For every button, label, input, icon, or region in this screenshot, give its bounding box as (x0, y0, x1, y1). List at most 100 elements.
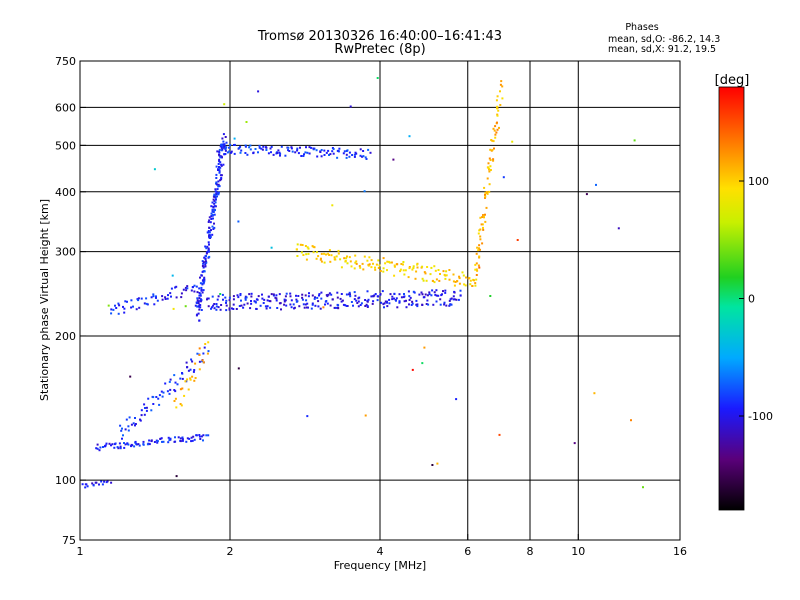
data-point (237, 296, 240, 299)
data-point (215, 190, 218, 193)
data-point (297, 295, 300, 297)
y-tick-label: 300 (55, 246, 76, 259)
data-point (348, 291, 351, 294)
data-point (171, 274, 174, 277)
data-point (272, 294, 275, 297)
data-point (450, 297, 453, 300)
data-point (133, 445, 136, 448)
data-point (206, 297, 209, 300)
data-point (124, 300, 127, 303)
data-point (207, 341, 210, 344)
stats-heading: Phases (625, 22, 658, 33)
data-point (102, 446, 104, 448)
data-point (260, 147, 263, 150)
data-point (289, 292, 292, 295)
data-point (477, 232, 480, 235)
data-point (294, 151, 297, 154)
data-point (478, 266, 481, 269)
data-point (329, 260, 332, 263)
data-point (304, 245, 307, 247)
data-point (499, 104, 502, 106)
data-point (399, 268, 402, 271)
data-point (169, 437, 172, 440)
data-point (412, 267, 415, 269)
data-point (261, 148, 264, 151)
data-point (316, 296, 319, 299)
data-point (421, 362, 424, 365)
data-point (363, 255, 366, 258)
data-point (295, 248, 298, 251)
data-point (471, 285, 474, 287)
data-point (119, 445, 122, 448)
data-point (95, 481, 98, 484)
data-point (393, 264, 396, 267)
data-point (445, 274, 448, 277)
data-point (284, 295, 287, 298)
data-point (194, 377, 197, 379)
data-point (140, 297, 143, 300)
data-point (320, 149, 323, 151)
data-point (96, 447, 99, 450)
data-point (84, 486, 87, 489)
y-tick-label: 400 (55, 186, 76, 199)
data-point (190, 358, 193, 361)
grid (80, 61, 680, 540)
data-point (478, 229, 481, 232)
data-point (278, 151, 281, 154)
x-tick-label: 8 (527, 545, 534, 558)
data-point (445, 270, 448, 273)
data-point (337, 307, 340, 310)
data-point (301, 296, 304, 299)
data-point (496, 95, 499, 98)
data-point (162, 391, 165, 394)
data-point (377, 259, 380, 262)
data-point (280, 308, 282, 311)
data-point (240, 149, 243, 152)
data-point (474, 282, 477, 285)
data-point (211, 233, 214, 236)
data-point (237, 220, 240, 223)
data-point (213, 303, 216, 305)
data-point (430, 266, 433, 269)
data-point (318, 293, 321, 296)
data-point (214, 196, 217, 199)
data-point (414, 277, 417, 280)
data-point (119, 424, 122, 427)
data-point (143, 403, 146, 406)
data-point (150, 439, 153, 442)
data-point (202, 361, 205, 364)
data-point (156, 441, 159, 444)
data-point (350, 301, 353, 303)
data-point (187, 388, 190, 391)
data-point (426, 266, 429, 268)
data-point (142, 443, 145, 446)
data-point (368, 263, 371, 266)
data-point (179, 440, 182, 443)
data-point (376, 299, 379, 302)
data-point (426, 299, 429, 302)
data-point (222, 163, 225, 166)
data-point (230, 151, 233, 154)
data-point (366, 259, 369, 262)
data-point (366, 290, 369, 293)
data-point (217, 183, 220, 186)
data-point (367, 264, 370, 267)
data-point (225, 304, 228, 307)
data-point (223, 145, 226, 148)
data-point (484, 213, 486, 216)
data-point (130, 423, 133, 426)
data-point (332, 148, 335, 150)
data-point (145, 409, 148, 412)
data-point (224, 153, 227, 155)
data-point (353, 267, 356, 270)
data-point (301, 298, 304, 301)
data-point (323, 261, 326, 264)
data-point (212, 198, 215, 201)
data-point (295, 294, 297, 297)
data-point (595, 183, 597, 186)
data-point (316, 155, 319, 158)
data-point (304, 151, 307, 154)
data-point (213, 226, 216, 229)
data-point (331, 150, 334, 153)
data-point (125, 418, 128, 421)
